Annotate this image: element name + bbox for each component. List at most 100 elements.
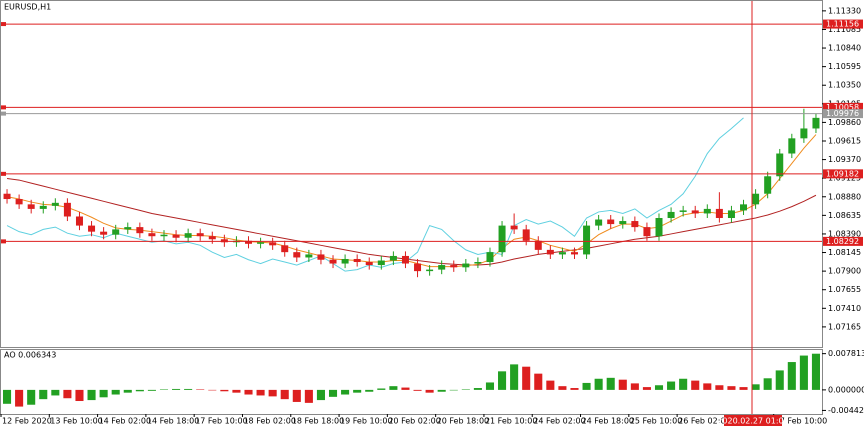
candle-body [293,252,301,258]
ao-bar [775,370,784,390]
chart-title: EURUSD,H1 [4,3,51,12]
candle-body [160,234,168,237]
candle-body [15,199,23,205]
x-tick-label: 24 Feb 02:00 [533,417,585,426]
candle-body [329,259,337,264]
candle-body [317,254,325,260]
y-tick-label: 1.07900 [828,267,861,276]
candle-body [257,242,265,244]
ao-bar [594,378,603,390]
level-label-box [823,102,863,112]
candle-body [184,233,192,238]
ao-bar [147,389,156,391]
y-tick-label: 1.10350 [828,81,861,90]
ao-bar [473,388,482,390]
x-tick-label: 24 Feb 18:00 [582,417,634,426]
ao-bar [630,383,639,390]
ao-tick-label: -0.004428 [828,406,864,415]
candle-body [631,221,639,228]
ao-bar [377,388,386,390]
ao-bar [341,389,350,395]
ao-bar [3,389,12,404]
x-tick-label: 17 Feb 10:00 [195,417,247,426]
ao-bar [135,389,144,392]
candle-body [727,210,735,219]
ao-bar [570,388,579,390]
candle-body [438,265,446,270]
ao-bar [787,362,796,390]
ao-bar [498,371,507,390]
candle-body [752,193,760,205]
y-tick-label: 1.09615 [828,136,861,145]
level-label-box [823,19,863,29]
x-tick-label: 21 Feb 10:00 [485,417,537,426]
y-tick-label: 1.08635 [828,211,861,220]
ao-bar [184,388,193,390]
y-tick-label: 1.08145 [828,248,861,257]
ao-bar [389,386,398,390]
ao-bar [365,389,374,392]
candle-body [462,263,470,268]
candle-body [124,227,132,230]
candle-body [764,176,772,194]
y-tick-label: 1.09860 [828,118,861,127]
candle-body [353,258,361,263]
candle-body [88,225,96,232]
x-tick-label: 12 Feb 2020 [2,417,52,426]
candle-body [377,260,385,266]
ao-bar [510,364,519,390]
ao-bar [425,389,434,393]
ao-bar [208,389,217,391]
x-tick-label: 13 Feb 10:00 [50,417,102,426]
candle-body [655,218,663,237]
level-handle [1,171,6,176]
candle-body [558,252,566,255]
level-label-box [823,236,863,246]
ao-tick-label: 0.007813 [828,349,864,358]
candle-body [148,233,156,237]
candle-body [691,210,699,214]
candle-body [341,258,349,264]
level-label: 1.10058 [826,103,859,112]
candle-body [269,242,277,246]
ao-bar [618,379,627,390]
ao-bar [87,389,96,401]
candle-body [414,263,422,272]
level-label: 1.09976 [826,109,859,118]
ao-bar [39,389,48,400]
ao-bar [75,389,84,402]
crosshair-label: 2020.02.27 01:00 [717,417,788,426]
level-handle [1,239,6,244]
main-panel [0,0,823,348]
y-tick-label: 1.11085 [828,25,861,34]
x-tick-label: 14 Feb 02:00 [99,417,151,426]
candle-body [281,245,289,253]
ao-bar [413,389,422,391]
x-tick-label: 19 Feb 10:00 [340,417,392,426]
y-tick-label: 1.08880 [828,192,861,201]
candle-body [486,252,494,263]
ao-bar [449,389,458,391]
x-tick-label: 20 Feb 02:00 [388,417,440,426]
candle-body [583,225,591,255]
candle-body [196,233,204,237]
ao-bar [256,389,265,396]
candle-body [401,255,409,264]
candle-body [510,225,518,230]
ao-bar [799,355,808,390]
candle-body [112,229,120,235]
ao-bar [292,389,301,402]
candle-body [474,262,482,264]
ao-bar [328,389,338,397]
ao-bar [437,389,446,392]
candle-body [812,117,820,129]
ao-bar [280,389,289,400]
candle-body [607,219,615,225]
x-tick-label: 20 Feb 18:00 [437,417,489,426]
y-tick-label: 1.08390 [828,229,861,238]
candle-body [208,236,216,240]
y-tick-label: 1.11330 [828,6,861,15]
ao-bar [654,385,664,390]
ao-bar [159,389,169,390]
